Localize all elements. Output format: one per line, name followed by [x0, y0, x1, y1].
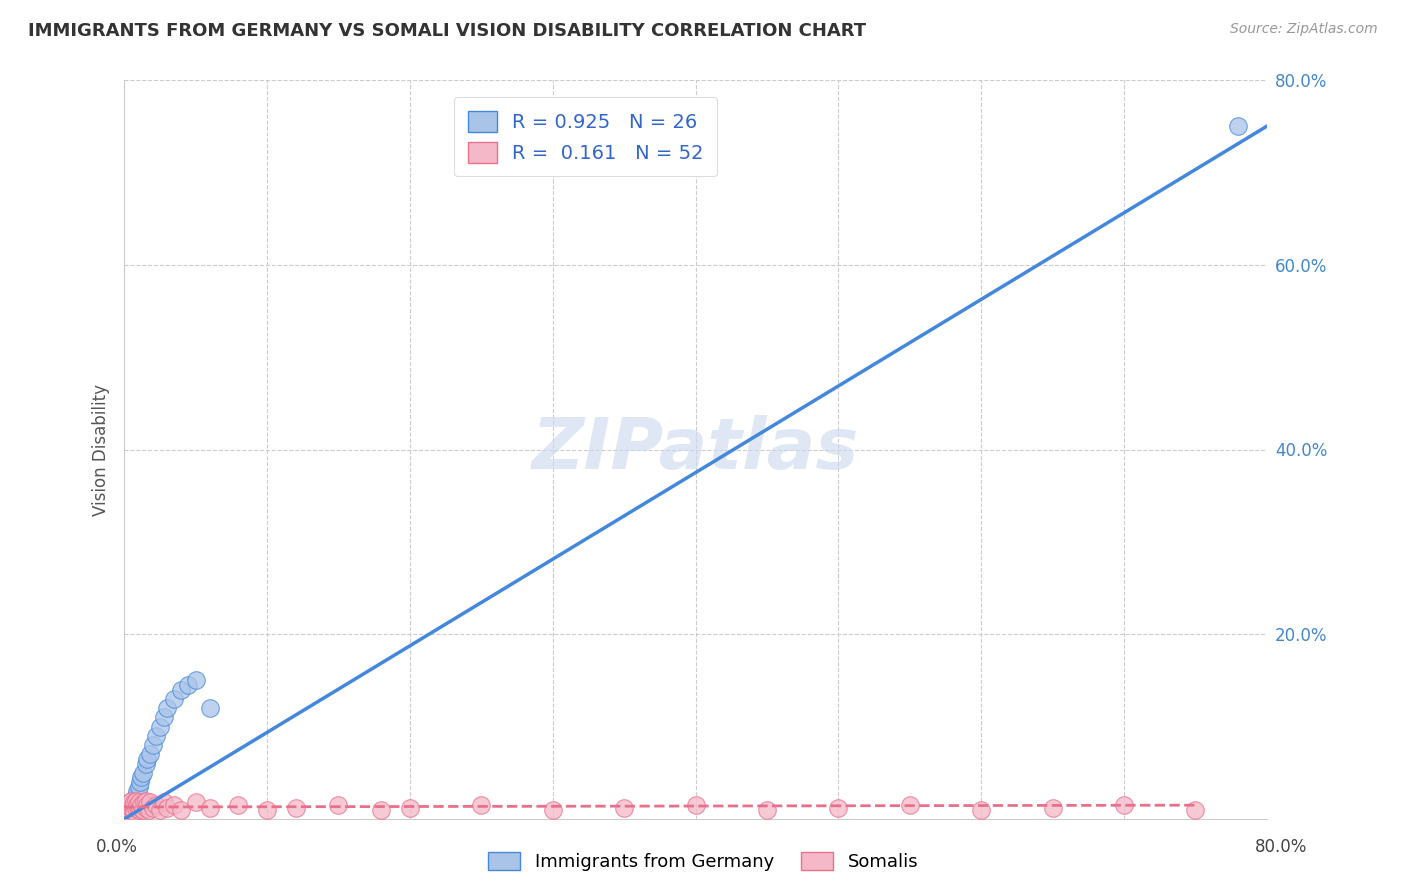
Point [184, 673, 207, 688]
Point [139, 796, 162, 810]
Point [122, 796, 145, 810]
Point [170, 682, 193, 697]
Point [122, 805, 145, 819]
Point [142, 738, 165, 752]
Point [121, 796, 143, 810]
Point [122, 793, 145, 807]
Point [145, 729, 167, 743]
Point [120, 801, 142, 815]
Point [125, 784, 148, 798]
Point [132, 765, 155, 780]
Point [541, 803, 564, 817]
Point [613, 801, 636, 815]
Point [198, 701, 221, 715]
Point [124, 789, 146, 803]
Text: IMMIGRANTS FROM GERMANY VS SOMALI VISION DISABILITY CORRELATION CHART: IMMIGRANTS FROM GERMANY VS SOMALI VISION… [28, 22, 866, 40]
Point [177, 678, 200, 692]
Point [135, 793, 157, 807]
Point [138, 803, 160, 817]
Point [115, 801, 138, 815]
Point [1112, 798, 1135, 813]
Point [149, 720, 172, 734]
Point [136, 752, 159, 766]
Point [970, 803, 993, 817]
Point [370, 803, 392, 817]
Point [470, 798, 492, 813]
Point [128, 780, 150, 794]
Point [120, 801, 142, 815]
Point [170, 803, 193, 817]
Text: 80.0%: 80.0% [1256, 838, 1308, 856]
Point [114, 803, 136, 817]
Point [118, 803, 141, 817]
Legend: R = 0.925   N = 26, R =  0.161   N = 52: R = 0.925 N = 26, R = 0.161 N = 52 [454, 97, 717, 177]
Point [228, 798, 250, 813]
Point [132, 803, 155, 817]
Point [198, 801, 221, 815]
Point [121, 803, 143, 817]
Point [120, 793, 142, 807]
Point [131, 798, 153, 813]
Point [139, 747, 162, 762]
Point [129, 775, 152, 789]
Text: 0.0%: 0.0% [96, 838, 138, 856]
Point [1227, 119, 1250, 133]
Point [256, 803, 278, 817]
Point [399, 801, 422, 815]
Point [129, 801, 152, 815]
Point [1042, 801, 1064, 815]
Text: Source: ZipAtlas.com: Source: ZipAtlas.com [1230, 22, 1378, 37]
Point [117, 798, 139, 813]
Point [284, 801, 307, 815]
Text: ZIPatlas: ZIPatlas [531, 415, 859, 484]
Point [685, 798, 707, 813]
Point [128, 796, 150, 810]
Point [156, 701, 179, 715]
Point [120, 798, 142, 813]
Point [898, 798, 921, 813]
Point [128, 803, 150, 817]
Point [118, 796, 141, 810]
Legend: Immigrants from Germany, Somalis: Immigrants from Germany, Somalis [481, 845, 925, 879]
Point [328, 798, 350, 813]
Point [827, 801, 849, 815]
Point [136, 798, 159, 813]
Point [756, 803, 779, 817]
Point [118, 803, 141, 817]
Point [153, 796, 176, 810]
Point [134, 796, 156, 810]
Point [163, 798, 186, 813]
Point [121, 798, 143, 813]
Point [149, 803, 172, 817]
Point [124, 801, 146, 815]
Point [156, 801, 179, 815]
Point [135, 756, 157, 771]
Point [125, 798, 148, 813]
Point [184, 796, 207, 810]
Point [131, 771, 153, 785]
Point [117, 805, 139, 819]
Point [1184, 803, 1206, 817]
Point [135, 801, 157, 815]
Point [145, 798, 167, 813]
Point [124, 793, 146, 807]
Point [163, 692, 186, 706]
Y-axis label: Vision Disability: Vision Disability [93, 384, 110, 516]
Point [142, 801, 165, 815]
Point [117, 805, 139, 819]
Point [153, 710, 176, 724]
